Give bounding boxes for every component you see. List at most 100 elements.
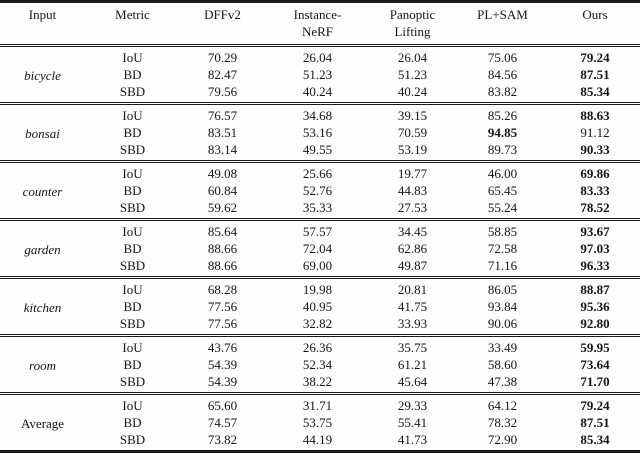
value-cell-panoptic-lifting: 62.86 — [397, 241, 428, 256]
value-cell-dffv2: 43.76 — [180, 334, 265, 356]
table-row-bicycle-bd: BD 82.47 51.23 51.23 84.56 87.51 — [0, 66, 640, 83]
value-cell-dffv2: 65.60 — [180, 392, 265, 414]
value-cell-instance-nerf: 34.68 — [265, 102, 370, 124]
value-cell-instance-nerf: 38.22 — [302, 374, 333, 389]
value-cell-instance-nerf: 57.57 — [265, 218, 370, 240]
value-cell-pl-sam: 90.06 — [487, 316, 518, 331]
table-row-bicycle-iou: bicycle IoU 70.29 26.04 26.04 75.06 79.24 — [0, 44, 640, 104]
value-cell-instance-nerf: 19.98 — [265, 276, 370, 298]
value-cell-ours: 85.34 — [580, 432, 610, 447]
table-row-kitchen-sbd: SBD 77.56 32.82 33.93 90.06 92.80 — [0, 315, 640, 336]
metric-cell: BD — [123, 125, 142, 140]
input-cell-counter: counter — [0, 160, 85, 220]
value-cell-ours: 92.80 — [580, 316, 610, 331]
metric-cell: BD — [123, 183, 142, 198]
value-cell-dffv2: 59.62 — [207, 200, 238, 215]
table-row-bonsai-iou: bonsai IoU 76.57 34.68 39.15 85.26 88.63 — [0, 102, 640, 162]
value-cell-instance-nerf: 49.55 — [302, 142, 333, 157]
value-cell-pl-sam: 86.05 — [455, 276, 550, 298]
table-row-bonsai-bd: BD 83.51 53.16 70.59 94.85 91.12 — [0, 124, 640, 141]
value-cell-ours: 88.63 — [550, 102, 640, 124]
value-cell-dffv2: 74.57 — [207, 415, 238, 430]
metric-cell: IoU — [85, 276, 180, 298]
value-cell-instance-nerf: 35.33 — [302, 200, 333, 215]
value-cell-panoptic-lifting: 35.75 — [370, 334, 455, 356]
table-row-counter-sbd: SBD 59.62 35.33 27.53 55.24 78.52 — [0, 199, 640, 220]
value-cell-panoptic-lifting: 53.19 — [397, 142, 428, 157]
value-cell-pl-sam: 85.26 — [455, 102, 550, 124]
value-cell-ours: 87.51 — [580, 67, 610, 82]
table-row-average-bd: BD 74.57 53.75 55.41 78.32 87.51 — [0, 414, 640, 431]
header-cell-input: Input — [0, 1, 85, 47]
value-cell-pl-sam: 58.60 — [487, 357, 518, 372]
header-cell-metric: Metric — [85, 1, 180, 47]
value-cell-panoptic-lifting: 45.64 — [397, 374, 428, 389]
header-cell-dffv2: DFFv2 — [180, 1, 265, 47]
value-cell-dffv2: 88.66 — [207, 241, 238, 256]
metric-cell: BD — [123, 241, 142, 256]
value-cell-pl-sam: 64.12 — [455, 392, 550, 414]
metric-cell: SBD — [119, 142, 146, 157]
header-cell-ours: Ours — [550, 1, 640, 47]
value-cell-pl-sam: 83.82 — [487, 84, 518, 99]
value-cell-instance-nerf: 26.04 — [265, 44, 370, 66]
value-cell-pl-sam: 89.73 — [487, 142, 518, 157]
value-cell-instance-nerf: 32.82 — [302, 316, 333, 331]
value-cell-pl-sam: 93.84 — [487, 299, 518, 314]
header-cell-instance-nerf: Instance- NeRF — [265, 1, 370, 47]
value-cell-pl-sam: 55.24 — [487, 200, 518, 215]
value-cell-panoptic-lifting: 44.83 — [397, 183, 428, 198]
metric-cell: BD — [123, 299, 142, 314]
table-row-kitchen-bd: BD 77.56 40.95 41.75 93.84 95.36 — [0, 298, 640, 315]
table-row-average-sbd: SBD 73.82 44.19 41.73 72.90 85.34 — [0, 431, 640, 452]
value-cell-pl-sam: 71.16 — [487, 258, 518, 273]
value-cell-instance-nerf: 40.95 — [302, 299, 333, 314]
value-cell-pl-sam: 75.06 — [455, 44, 550, 66]
value-cell-ours: 91.12 — [580, 125, 610, 140]
value-cell-pl-sam: 72.58 — [487, 241, 518, 256]
metric-cell: IoU — [85, 334, 180, 356]
table-row-average-iou: Average IoU 65.60 31.71 29.33 64.12 79.24 — [0, 392, 640, 452]
value-cell-dffv2: 83.51 — [207, 125, 238, 140]
metric-cell: BD — [123, 67, 142, 82]
value-cell-instance-nerf: 51.23 — [302, 67, 333, 82]
value-cell-panoptic-lifting: 20.81 — [370, 276, 455, 298]
value-cell-panoptic-lifting: 41.73 — [397, 432, 428, 447]
input-cell-bonsai: bonsai — [0, 102, 85, 162]
value-cell-panoptic-lifting: 27.53 — [397, 200, 428, 215]
value-cell-ours: 95.36 — [580, 299, 610, 314]
value-cell-ours: 97.03 — [580, 241, 610, 256]
value-cell-instance-nerf: 52.34 — [302, 357, 333, 372]
metric-cell: SBD — [119, 316, 146, 331]
table-row-room-bd: BD 54.39 52.34 61.21 58.60 73.64 — [0, 356, 640, 373]
input-cell-kitchen: kitchen — [0, 276, 85, 336]
value-cell-dffv2: 83.14 — [207, 142, 238, 157]
value-cell-instance-nerf: 40.24 — [302, 84, 333, 99]
metric-cell: IoU — [85, 218, 180, 240]
value-cell-ours: 87.51 — [580, 415, 610, 430]
metric-cell: IoU — [85, 102, 180, 124]
value-cell-dffv2: 79.56 — [207, 84, 238, 99]
value-cell-ours: 79.24 — [550, 392, 640, 414]
value-cell-ours: 96.33 — [580, 258, 610, 273]
table-row-garden-sbd: SBD 88.66 69.00 49.87 71.16 96.33 — [0, 257, 640, 278]
value-cell-ours: 90.33 — [580, 142, 610, 157]
value-cell-panoptic-lifting: 55.41 — [397, 415, 428, 430]
metric-cell: BD — [123, 415, 142, 430]
value-cell-ours: 78.52 — [580, 200, 610, 215]
header-cell-pl-sam: PL+SAM — [455, 1, 550, 47]
value-cell-ours: 85.34 — [580, 84, 610, 99]
value-cell-pl-sam: 47.38 — [487, 374, 518, 389]
value-cell-panoptic-lifting: 49.87 — [397, 258, 428, 273]
table-row-counter-iou: counter IoU 49.08 25.66 19.77 46.00 69.86 — [0, 160, 640, 220]
value-cell-dffv2: 85.64 — [180, 218, 265, 240]
input-cell-garden: garden — [0, 218, 85, 278]
value-cell-instance-nerf: 31.71 — [265, 392, 370, 414]
table-row-garden-bd: BD 88.66 72.04 62.86 72.58 97.03 — [0, 240, 640, 257]
value-cell-ours: 71.70 — [580, 374, 610, 389]
value-cell-pl-sam: 78.32 — [487, 415, 518, 430]
table-row-room-sbd: SBD 54.39 38.22 45.64 47.38 71.70 — [0, 373, 640, 394]
metric-cell: SBD — [119, 200, 146, 215]
